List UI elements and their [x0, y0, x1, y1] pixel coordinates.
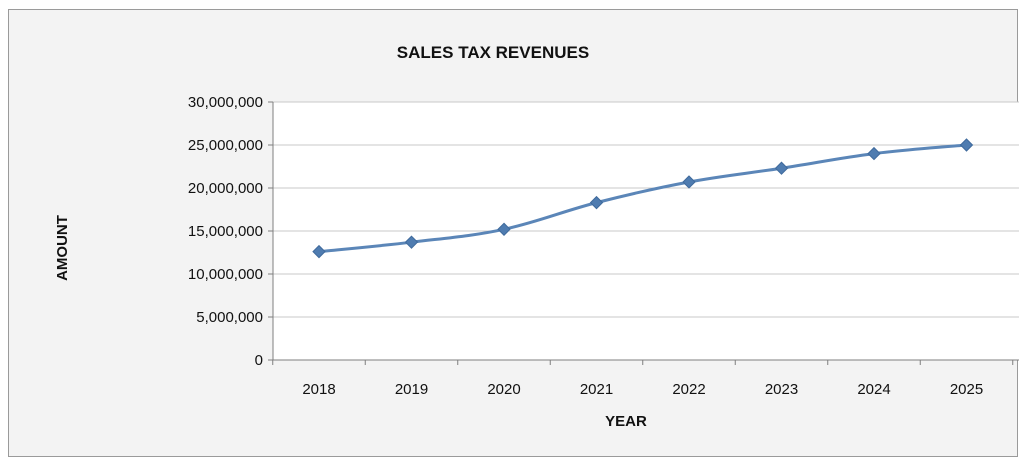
- x-tick-labels: 2018 2019 2020 2021 2022 2023 2024 2025: [302, 381, 983, 398]
- y-tick-labels: 0 5,000,000 10,000,000 15,000,000 20,000,000…: [188, 94, 263, 369]
- x-tick-label: 2025: [950, 381, 983, 398]
- data-point: [959, 138, 974, 152]
- data-point: [404, 235, 419, 249]
- x-tick-label: 2018: [302, 381, 335, 398]
- data-point: [312, 244, 326, 259]
- x-tick-label: 2023: [765, 381, 798, 398]
- data-point: [774, 161, 789, 175]
- data-point: [867, 146, 881, 161]
- x-tick-label: 2020: [487, 381, 520, 398]
- chart-svg: SALES TAX REVENUES 0 5,000,000 10,000,000 1…: [54, 43, 1019, 430]
- grid-lines: [273, 101, 1019, 318]
- x-tick-label: 2019: [395, 381, 428, 398]
- axes: [268, 101, 1019, 365]
- data-point: [682, 175, 696, 189]
- chart-frame: SALES TAX REVENUES 0 5,000,000 10,000,000 1…: [8, 9, 1019, 457]
- y-tick-label: 15,000,000: [188, 223, 263, 240]
- data-point: [589, 195, 604, 210]
- y-tick-label: 0: [255, 352, 263, 369]
- y-tick-label: 25,000,000: [188, 137, 263, 154]
- series-line: [318, 143, 967, 254]
- data-point: [497, 222, 511, 236]
- y-axis-title: AMOUNT: [54, 215, 71, 281]
- x-tick-label: 2021: [580, 381, 613, 398]
- y-tick-label: 20,000,000: [188, 180, 263, 197]
- x-tick-label: 2024: [857, 381, 890, 398]
- y-tick-label: 10,000,000: [188, 266, 263, 283]
- y-tick-label: 30,000,000: [188, 94, 263, 111]
- chart-title: SALES TAX REVENUES: [397, 43, 589, 62]
- x-tick-label: 2022: [672, 381, 705, 398]
- y-tick-label: 5,000,000: [196, 309, 263, 326]
- x-axis-title: YEAR: [605, 413, 647, 430]
- data-markers: [312, 138, 974, 259]
